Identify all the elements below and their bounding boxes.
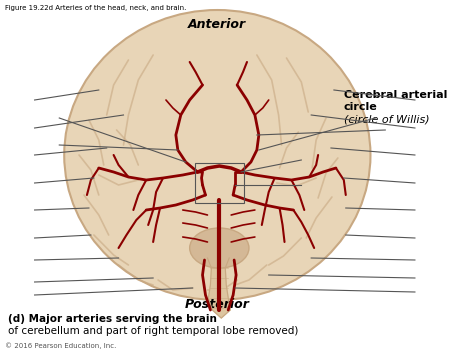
- Text: of cerebellum and part of right temporal lobe removed): of cerebellum and part of right temporal…: [8, 326, 298, 336]
- Ellipse shape: [64, 10, 371, 300]
- Text: Figure 19.22d Arteries of the head, neck, and brain.: Figure 19.22d Arteries of the head, neck…: [5, 5, 186, 11]
- Text: Anterior: Anterior: [188, 18, 246, 31]
- Ellipse shape: [190, 228, 249, 268]
- Polygon shape: [208, 258, 230, 318]
- Text: (d) Major arteries serving the brain: (d) Major arteries serving the brain: [8, 314, 217, 324]
- Text: circle: circle: [344, 102, 378, 112]
- Text: Cerebral arterial: Cerebral arterial: [344, 90, 447, 100]
- Text: (circle of Willis): (circle of Willis): [344, 114, 429, 124]
- Text: © 2016 Pearson Education, Inc.: © 2016 Pearson Education, Inc.: [5, 342, 116, 349]
- Text: Posterior: Posterior: [185, 298, 250, 311]
